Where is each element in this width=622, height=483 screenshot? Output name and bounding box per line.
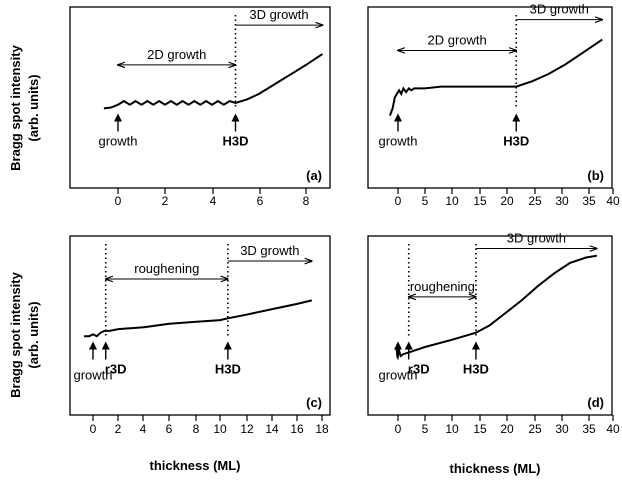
marker-label: r3D — [408, 362, 430, 377]
x-tick-label: 4 — [140, 422, 147, 436]
x-tick-label: 15 — [473, 422, 487, 436]
x-tick-label: 0 — [395, 194, 402, 208]
x-tick-label: 35 — [582, 194, 596, 208]
x-tick-label: 40 — [606, 194, 620, 208]
x-tick-label: 15 — [473, 194, 487, 208]
region-label: 3D growth — [530, 2, 589, 17]
x-tick-label: 18 — [315, 422, 329, 436]
x-tick-label: 2 — [115, 422, 122, 436]
x-tick-label: 20 — [500, 194, 514, 208]
panel-b: 0 5 10 15 20 25 30 35 40 2D growth 3D growth growth… — [367, 2, 620, 208]
x-tick-label: 30 — [555, 422, 569, 436]
marker-label: growth — [378, 134, 417, 149]
x-tick-label: 10 — [445, 194, 459, 208]
marker-label: H3D — [215, 362, 241, 377]
x-tick-label: 8 — [193, 422, 200, 436]
plot-frame — [367, 6, 613, 189]
panel-label: (c) — [306, 395, 322, 410]
y-axis-label-top-line2: (arb. units) — [26, 74, 41, 141]
region-label: roughening — [410, 279, 475, 294]
marker-label: H3D — [222, 134, 248, 149]
y-axis-label-bottom-line1: Bragg spot intensity — [8, 271, 23, 397]
x-axis-label-right: thickness (ML) — [449, 461, 540, 476]
series-line — [395, 254, 598, 358]
marker-arrow-head — [89, 341, 97, 350]
plot-frame — [367, 235, 613, 416]
marker-arrow-head — [512, 113, 521, 122]
panel-label: (a) — [306, 168, 322, 183]
region-label: 3D growth — [249, 7, 308, 22]
region-label: 3D growth — [240, 243, 299, 258]
marker-label: growth — [378, 368, 417, 383]
x-tick-label: 5 — [422, 194, 429, 208]
x-tick-label: 5 — [422, 422, 429, 436]
x-tick-label: 6 — [257, 194, 264, 208]
x-axis-label-left: thickness (ML) — [149, 458, 240, 473]
marker-arrow-head — [114, 113, 122, 122]
x-tick-label: 25 — [528, 194, 542, 208]
marker-arrow-head — [394, 113, 402, 122]
x-tick-label: 40 — [606, 422, 620, 436]
series-line — [84, 299, 313, 338]
region-label: 2D growth — [428, 32, 487, 47]
x-tick-label: 10 — [445, 422, 459, 436]
x-tick-label: 4 — [210, 194, 217, 208]
marker-arrow-head — [231, 113, 240, 122]
marker-label: H3D — [463, 362, 489, 377]
x-tick-label: 16 — [290, 422, 304, 436]
y-axis-label-bottom-line2: (arb. units) — [26, 301, 41, 368]
x-tick-label: 6 — [166, 422, 173, 436]
marker-arrow-head — [471, 341, 480, 350]
y-axis-label-top-line1: Bragg spot intensity — [8, 44, 23, 170]
region-label: 3D growth — [507, 231, 566, 246]
marker-label: H3D — [503, 134, 529, 149]
panel-a: 0 2 4 6 8 2D growth 3D growth growth H3D (a) — [69, 6, 331, 208]
marker-arrow-head — [223, 341, 232, 350]
panel-label: (d) — [587, 395, 604, 410]
panel-c: 0 2 4 6 8 10 12 14 16 18 roughening 3D growth growth… — [69, 235, 331, 436]
x-tick-label: 0 — [115, 194, 122, 208]
x-tick-label: 14 — [265, 422, 279, 436]
series-line — [388, 38, 603, 116]
plot-frame — [69, 235, 331, 416]
x-tick-label: 25 — [528, 422, 542, 436]
x-tick-label: 35 — [582, 422, 596, 436]
x-tick-label: 12 — [240, 422, 254, 436]
region-label: roughening — [134, 261, 199, 276]
plot-frame — [69, 6, 331, 189]
series-line — [103, 53, 323, 110]
x-tick-label: 2 — [162, 194, 169, 208]
panel-label: (b) — [587, 168, 604, 183]
marker-arrow-head — [404, 341, 413, 350]
panel-d: 0 5 10 15 20 25 30 35 40 roughening 3D growth growt… — [367, 231, 620, 436]
marker-arrow-head — [394, 341, 402, 350]
marker-arrow-head — [101, 341, 110, 350]
marker-label: r3D — [105, 362, 127, 377]
marker-label: growth — [73, 368, 112, 383]
region-label: 2D growth — [147, 47, 206, 62]
x-tick-label: 30 — [555, 194, 569, 208]
marker-label: growth — [98, 134, 137, 149]
x-tick-label: 0 — [90, 422, 97, 436]
x-tick-label: 20 — [500, 422, 514, 436]
x-tick-label: 0 — [395, 422, 402, 436]
x-tick-label: 8 — [303, 194, 310, 208]
x-tick-label: 10 — [213, 422, 227, 436]
